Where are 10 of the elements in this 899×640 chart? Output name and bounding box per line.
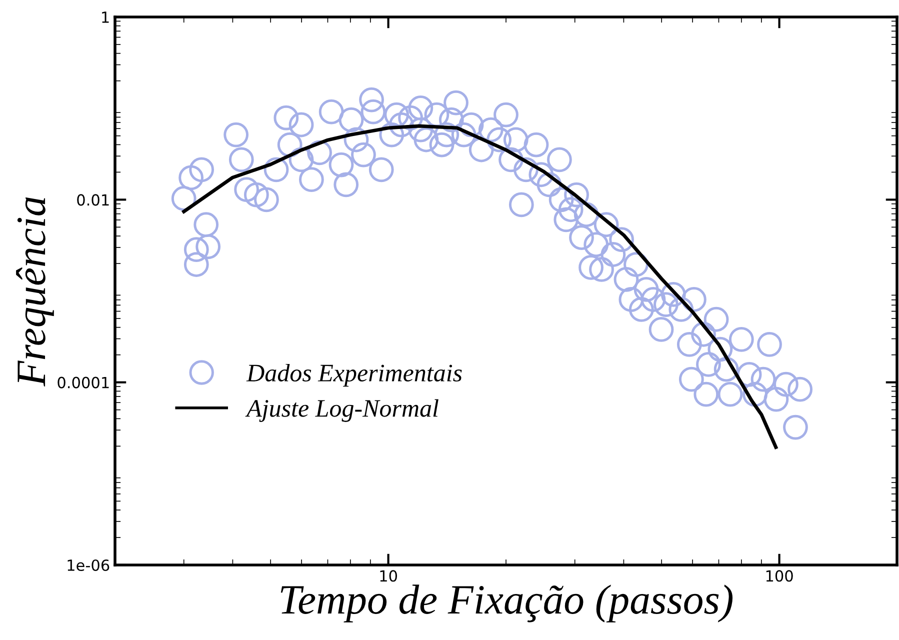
x-tick-label: 100 [766,570,793,582]
y-tick-label: 0.01 [77,194,109,206]
y-tick-label: 1 [102,12,109,23]
y-tick-label: 0.0001 [58,376,109,388]
legend-label: Ajuste Log-Normal [245,399,438,422]
legend-label: Dados Experimentais [246,364,462,387]
x-axis-title: Tempo de Fixação (passos) [280,584,733,622]
y-tick-label: 1e-06 [68,559,110,572]
y-axis-title: Frequência [16,197,54,386]
x-tick-label: 10 [380,570,398,582]
